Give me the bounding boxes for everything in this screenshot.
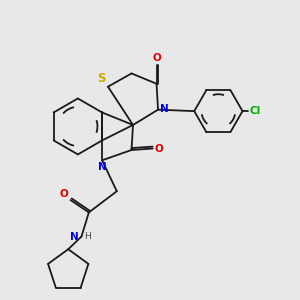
Text: S: S xyxy=(97,72,106,85)
Text: N: N xyxy=(70,232,79,242)
Text: O: O xyxy=(60,189,68,199)
Text: N: N xyxy=(98,162,106,172)
Text: Cl: Cl xyxy=(250,106,261,116)
Text: O: O xyxy=(152,53,161,63)
Text: O: O xyxy=(155,143,164,154)
Text: H: H xyxy=(84,232,91,241)
Text: N: N xyxy=(160,104,168,114)
